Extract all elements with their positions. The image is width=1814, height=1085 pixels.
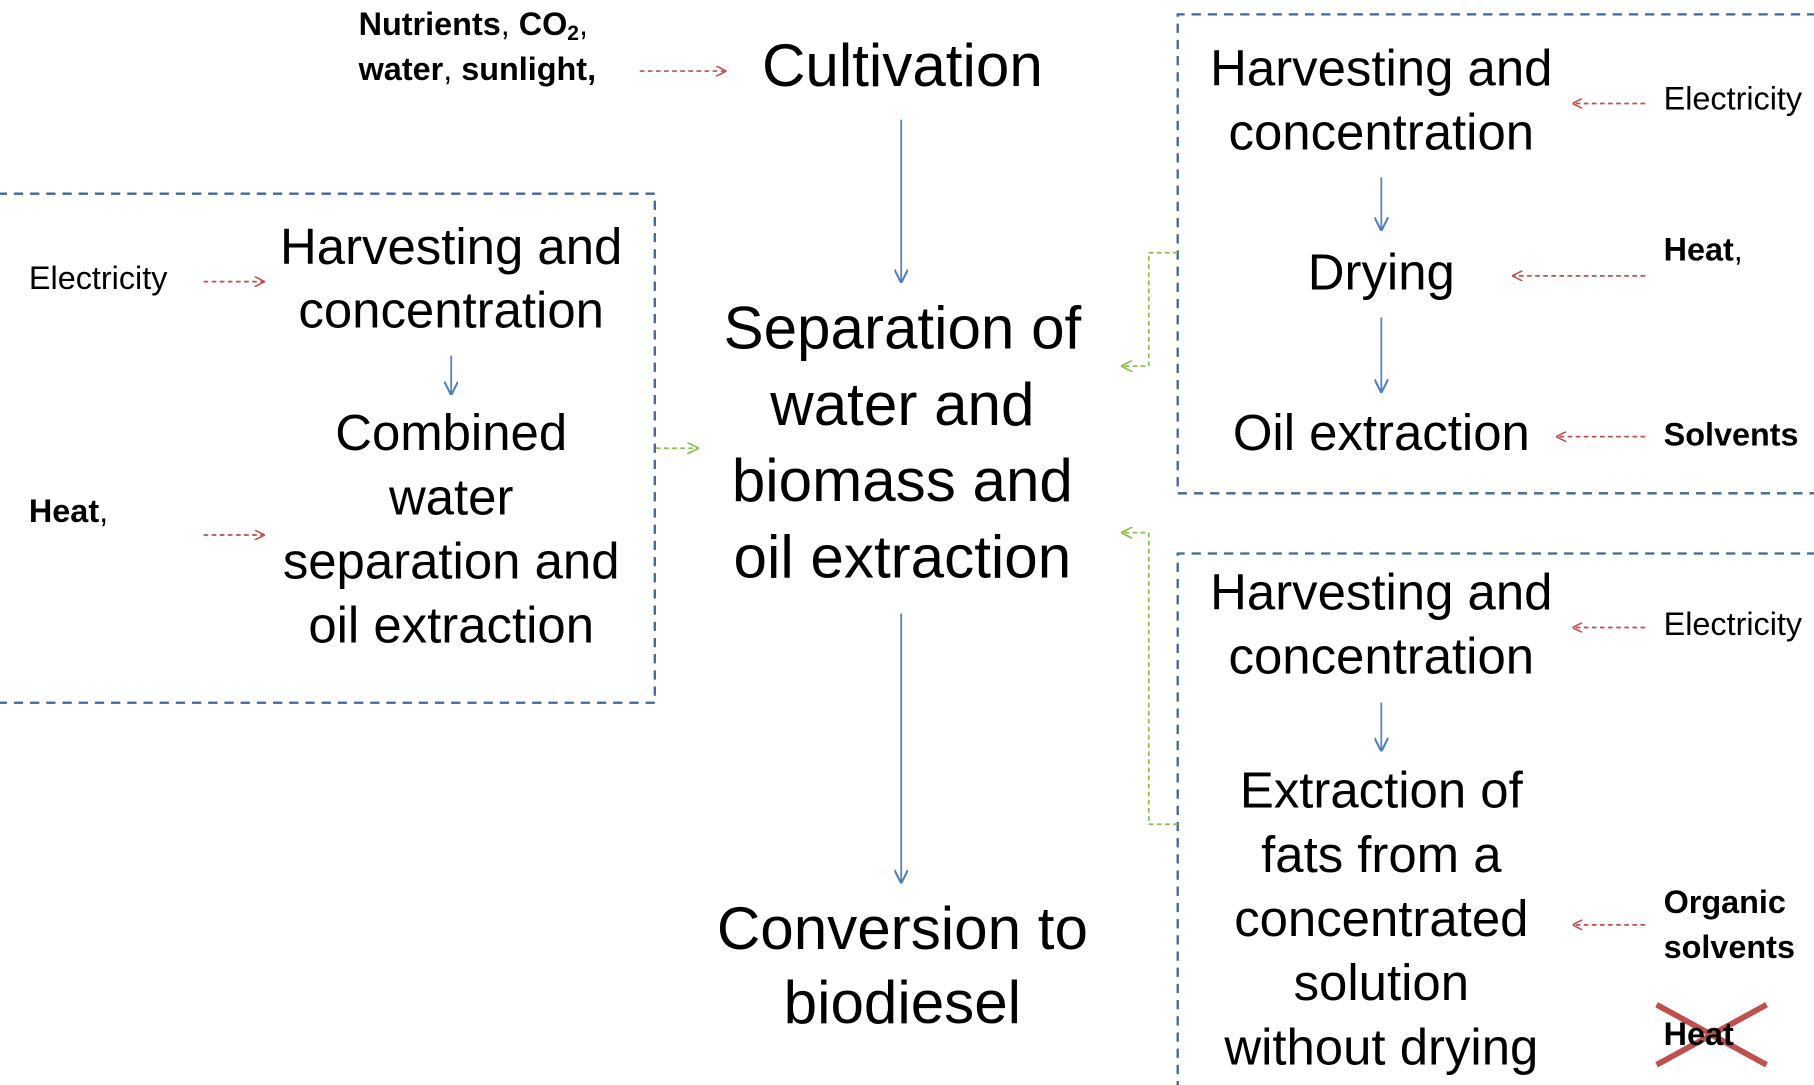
text-segment: Heat bbox=[1664, 1015, 1734, 1051]
removed-input-label: Heat bbox=[1664, 1015, 1734, 1051]
process-node: Harvesting and bbox=[280, 218, 622, 275]
text-segment: Organic bbox=[1664, 884, 1786, 920]
text-segment: , bbox=[99, 493, 108, 529]
process-node: separation and bbox=[283, 533, 620, 590]
process-node: Separation of bbox=[723, 294, 1081, 361]
text-segment: Heat bbox=[1664, 231, 1734, 267]
input-label: Nutrients, CO2, bbox=[359, 6, 588, 45]
connector-arrow bbox=[1122, 533, 1178, 826]
process-node: oil extraction bbox=[308, 597, 594, 654]
text-segment: , bbox=[1734, 231, 1743, 267]
process-node: Harvesting and bbox=[1210, 564, 1552, 621]
input-label: Electricity bbox=[1664, 606, 1803, 642]
process-node: without drying bbox=[1223, 1018, 1538, 1075]
text-segment: CO bbox=[519, 6, 568, 42]
process-node: Oil extraction bbox=[1233, 404, 1530, 461]
text-segment: , bbox=[579, 6, 588, 42]
process-node: water and bbox=[769, 371, 1034, 438]
process-node: water bbox=[388, 468, 513, 525]
input-label: Heat, bbox=[1664, 231, 1743, 267]
text-segment: 2 bbox=[567, 22, 579, 45]
input-label: solvents bbox=[1664, 929, 1795, 965]
process-node: concentration bbox=[298, 281, 604, 338]
process-node: Conversion to bbox=[717, 895, 1088, 962]
text-segment: Heat bbox=[29, 493, 99, 529]
text-segment: , bbox=[501, 6, 519, 42]
text-segment: sunlight, bbox=[461, 51, 596, 87]
input-label: Electricity bbox=[29, 260, 168, 296]
process-node: Drying bbox=[1308, 243, 1455, 300]
input-label: Electricity bbox=[1664, 81, 1803, 117]
process-node: Combined bbox=[335, 404, 567, 461]
process-node: biodiesel bbox=[784, 969, 1021, 1036]
input-label: Organic bbox=[1664, 884, 1786, 920]
text-segment: water bbox=[358, 51, 444, 87]
process-node: concentrated bbox=[1234, 890, 1528, 947]
process-node: oil extraction bbox=[734, 523, 1072, 590]
process-node: Extraction of bbox=[1240, 762, 1524, 819]
process-node: Cultivation bbox=[762, 32, 1043, 99]
right-bottom-box bbox=[1176, 552, 1814, 1085]
connector-arrow bbox=[1122, 251, 1178, 366]
process-node: fats from a bbox=[1261, 826, 1502, 883]
text-segment: , bbox=[443, 51, 461, 87]
input-label: water, sunlight, bbox=[358, 51, 596, 87]
process-node: biomass and bbox=[732, 447, 1073, 514]
input-label: Heat, bbox=[29, 493, 108, 529]
text-segment: Nutrients bbox=[359, 6, 501, 42]
process-node: concentration bbox=[1229, 627, 1535, 684]
left-box bbox=[0, 192, 656, 704]
process-node: Harvesting and bbox=[1210, 40, 1552, 97]
cross-out bbox=[1655, 1002, 1768, 1068]
text-segment: Solvents bbox=[1664, 416, 1799, 452]
process-node: concentration bbox=[1229, 103, 1535, 160]
process-node: solution bbox=[1294, 954, 1469, 1011]
right-top-box bbox=[1176, 13, 1814, 495]
text-segment: solvents bbox=[1664, 929, 1795, 965]
input-label: Solvents bbox=[1664, 416, 1799, 452]
